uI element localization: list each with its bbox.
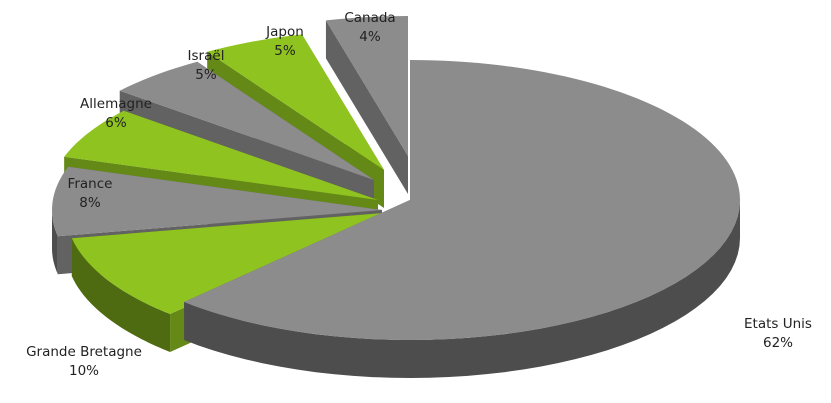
pie-slices (52, 16, 740, 378)
pie-slice-canada (325, 16, 408, 194)
slice-name: Israël (188, 48, 225, 64)
slice-label-france: France 8% (68, 176, 113, 211)
slice-top (184, 60, 740, 340)
slice-name: France (68, 176, 113, 192)
slice-name: Japon (265, 24, 304, 40)
slice-value: 62% (763, 335, 793, 351)
slice-value: 10% (69, 363, 99, 379)
slice-label-etats-unis: Etats Unis 62% (744, 316, 812, 351)
slice-value: 8% (79, 195, 101, 211)
slice-label-isra-l: Israël 5% (188, 48, 225, 83)
pie-labels: Etats Unis 62% Grande Bretagne 10% France 8% A… (26, 10, 812, 379)
slice-label-canada: Canada 4% (344, 10, 395, 45)
slice-label-grande-bretagne: Grande Bretagne 10% (26, 344, 142, 379)
slice-top (119, 61, 375, 180)
slice-outer-side (52, 210, 58, 275)
slice-top (325, 16, 408, 156)
slice-top (52, 166, 382, 237)
slice-outer-side (71, 238, 171, 353)
slice-name: Allemagne (80, 96, 152, 112)
slice-label-allemagne: Allemagne 6% (80, 96, 152, 131)
slice-side-wall (325, 20, 408, 194)
slice-name: Etats Unis (744, 316, 812, 332)
slice-value: 6% (105, 115, 127, 131)
slice-value: 5% (195, 67, 217, 83)
pie-slice-etats-unis (184, 60, 740, 378)
slice-name: Canada (344, 10, 395, 26)
slice-top (207, 34, 384, 170)
slice-top (64, 110, 378, 200)
slice-value: 5% (274, 43, 296, 59)
slice-label-japon: Japon 5% (265, 24, 304, 59)
slice-outer-side (184, 200, 740, 378)
slice-top (71, 212, 396, 315)
slice-name: Grande Bretagne (26, 344, 142, 360)
slice-value: 4% (359, 29, 381, 45)
